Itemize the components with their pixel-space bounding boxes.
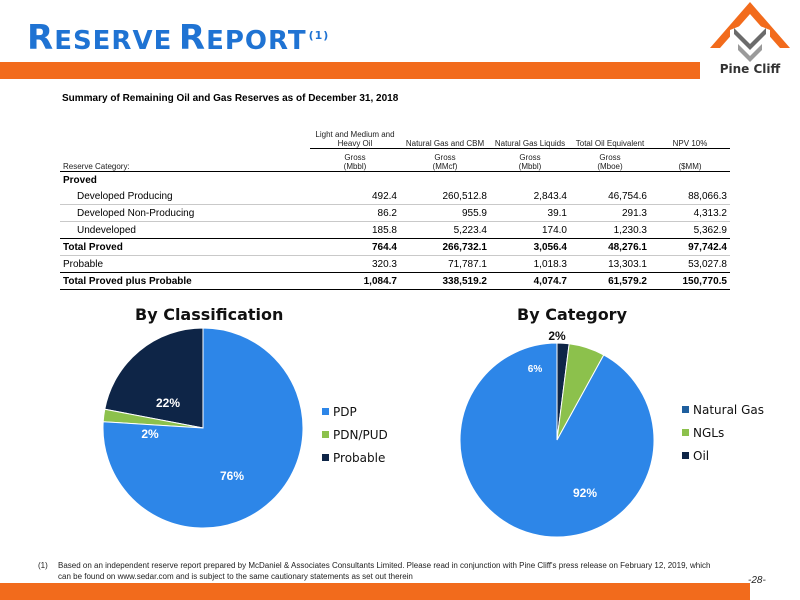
cell: 260,512.8: [400, 188, 490, 205]
table-row: Total Proved 764.4 266,732.1 3,056.4 48,…: [60, 238, 730, 256]
table-row: Developed Producing 492.4 260,512.8 2,84…: [60, 188, 730, 205]
title-footnote-mark: (1): [308, 28, 330, 42]
legend-swatch: [322, 454, 329, 461]
page-number: -28-: [748, 575, 766, 586]
column-unit: Gross (Mboe): [570, 148, 650, 172]
row-label: Undeveloped: [60, 221, 310, 239]
classification-legend: PDP PDN/PUD Probable: [322, 400, 388, 469]
legend-swatch: [322, 431, 329, 438]
legend-swatch: [682, 406, 689, 413]
pie-data-label: 6%: [528, 364, 543, 375]
row-label: Proved: [63, 174, 97, 186]
table-row: Proved: [60, 172, 730, 189]
pie-data-label: 2%: [548, 329, 566, 343]
category-chart-title: By Category: [517, 305, 627, 324]
column-header: Light and Medium and Heavy Oil: [315, 130, 395, 148]
cell: 48,276.1: [570, 238, 650, 256]
legend-item: PDP: [322, 400, 388, 423]
column-unit: Gross (Mbbl): [490, 148, 570, 172]
row-label: Total Proved plus Probable: [60, 272, 310, 290]
legend-item: NGLs: [682, 421, 764, 444]
cell: 97,742.4: [650, 238, 730, 256]
column-header: Natural Gas Liquids: [494, 139, 566, 148]
pine-cliff-logo-icon: [710, 2, 790, 62]
cell: 4,313.2: [650, 204, 730, 222]
footnote: (1) Based on an independent reserve repo…: [38, 560, 718, 582]
cell: 338,519.2: [400, 272, 490, 290]
reserves-table: Light and Medium and Heavy Oil Natural G…: [60, 112, 730, 290]
pie-data-label: 92%: [573, 486, 597, 500]
column-header: Total Oil Equivalent: [575, 139, 645, 148]
title-first-initial: R: [27, 18, 55, 58]
cell: 1,230.3: [570, 221, 650, 239]
column-unit: Gross (Mbbl): [310, 148, 400, 172]
cell: 291.3: [570, 204, 650, 222]
cell: 1,084.7: [310, 272, 400, 290]
legend-item: PDN/PUD: [322, 423, 388, 446]
cell: 266,732.1: [400, 238, 490, 256]
footnote-mark: (1): [38, 561, 48, 570]
pie-slice-pdp: [102, 327, 304, 529]
table-row: Total Proved plus Probable 1,084.7 338,5…: [60, 272, 730, 290]
table-title: Summary of Remaining Oil and Gas Reserve…: [62, 93, 399, 104]
cell: 39.1: [490, 204, 570, 222]
cell: 492.4: [310, 188, 400, 205]
row-label: Developed Producing: [60, 188, 310, 205]
cell: 5,223.4: [400, 221, 490, 239]
cell: 3,056.4: [490, 238, 570, 256]
row-label: Probable: [60, 255, 310, 273]
pie-slice-natural-gas: [459, 342, 655, 538]
logo-text: Pine Cliff: [719, 62, 781, 76]
pie-data-label: 22%: [156, 396, 180, 410]
header-accent-bar: [0, 62, 700, 79]
row-label: Total Proved: [60, 238, 310, 256]
cell: 71,787.1: [400, 255, 490, 273]
title-second-initial: R: [178, 18, 207, 58]
cell: 46,754.6: [570, 188, 650, 205]
cell: 53,027.8: [650, 255, 730, 273]
legend-item: Natural Gas: [682, 398, 764, 421]
cell: 1,018.3: [490, 255, 570, 273]
pie-data-label: 2%: [141, 427, 159, 441]
legend-swatch: [322, 408, 329, 415]
cell: 2,843.4: [490, 188, 570, 205]
title-first-rest: ESERVE: [54, 26, 173, 56]
category-pie: 92% 6% 2%: [459, 329, 655, 538]
cell: 185.8: [310, 221, 400, 239]
category-legend: Natural Gas NGLs Oil: [682, 398, 764, 467]
cell: 13,303.1: [570, 255, 650, 273]
cell: 4,074.7: [490, 272, 570, 290]
row-label: Developed Non-Producing: [60, 204, 310, 222]
column-unit: ($MM): [650, 148, 730, 172]
table-row: Probable 320.3 71,787.1 1,018.3 13,303.1…: [60, 255, 730, 273]
cell: 88,066.3: [650, 188, 730, 205]
column-unit: Gross (MMcf): [400, 148, 490, 172]
legend-item: Oil: [682, 444, 764, 467]
cell: 174.0: [490, 221, 570, 239]
cell: 61,579.2: [570, 272, 650, 290]
legend-swatch: [682, 452, 689, 459]
footnote-text: Based on an independent reserve report p…: [58, 561, 711, 581]
cell: 5,362.9: [650, 221, 730, 239]
pie-slice-probable: [104, 327, 204, 429]
legend-item: Probable: [322, 446, 388, 469]
page-title: RESERVE REPORT (1): [27, 18, 329, 58]
cell: 955.9: [400, 204, 490, 222]
table-row: Developed Non-Producing 86.2 955.9 39.1 …: [60, 204, 730, 222]
column-header: Natural Gas and CBM: [405, 139, 485, 148]
cell: 86.2: [310, 204, 400, 222]
classification-pie: 76% 2% 22%: [102, 327, 304, 529]
column-header: NPV 10%: [672, 139, 708, 148]
title-second-rest: EPORT: [206, 26, 307, 56]
cell: 320.3: [310, 255, 400, 273]
cell: 150,770.5: [650, 272, 730, 290]
footer-accent-bar: [0, 583, 750, 600]
cell: 764.4: [310, 238, 400, 256]
legend-swatch: [682, 429, 689, 436]
table-row: Undeveloped 185.8 5,223.4 174.0 1,230.3 …: [60, 221, 730, 239]
pie-data-label: 76%: [220, 469, 244, 483]
classification-chart-title: By Classification: [135, 305, 284, 324]
row-header: Reserve Category:: [60, 148, 310, 172]
